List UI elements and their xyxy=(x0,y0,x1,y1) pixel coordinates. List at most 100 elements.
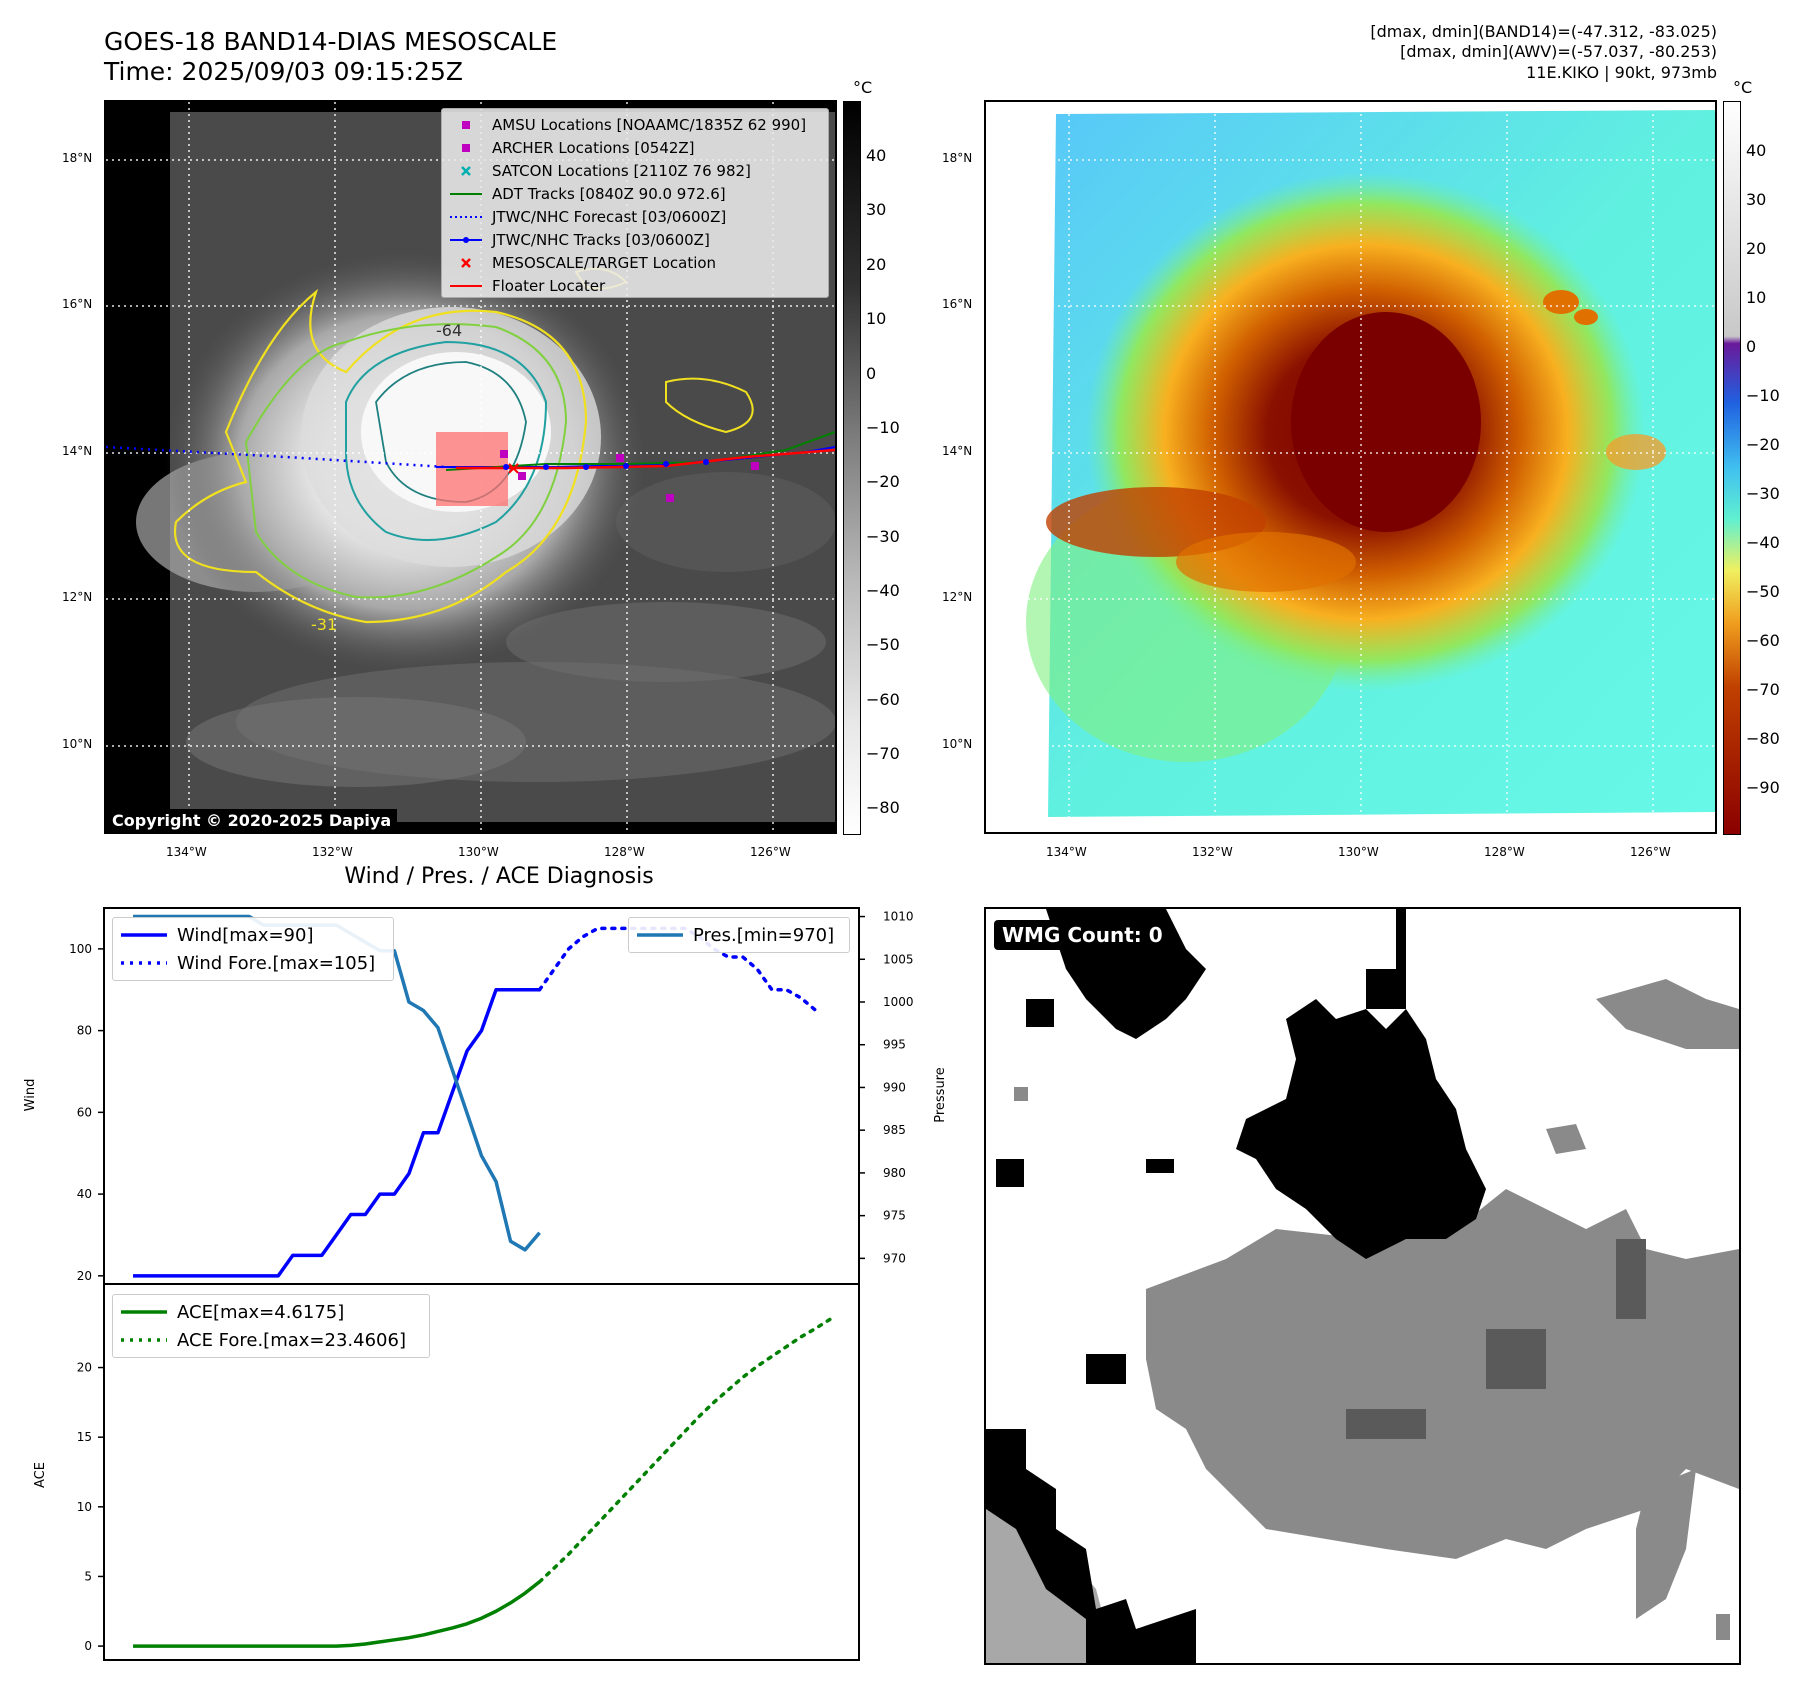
lat-label: 14°N xyxy=(942,444,973,458)
y-tick-label: 60 xyxy=(77,1105,92,1119)
square-marker-icon xyxy=(462,143,470,152)
y-right-tick-label: 975 xyxy=(883,1209,906,1223)
lat-label: 18°N xyxy=(62,151,93,165)
y-right-tick-label: 990 xyxy=(883,1080,906,1094)
storm-info: 11E.KIKO | 90kt, 973mb xyxy=(1526,63,1717,82)
color-ir-map[interactable] xyxy=(984,100,1717,834)
series-line xyxy=(133,1580,541,1648)
pressure-legend: Pres.[min=970] xyxy=(628,917,850,953)
wmg-grid-svg xyxy=(986,909,1739,1663)
legend-label: AMSU Locations [NOAAMC/1835Z 62 990] xyxy=(492,115,807,134)
y-right-tick-label: 995 xyxy=(883,1038,906,1052)
colorbar-tick: −10 xyxy=(1746,386,1780,405)
colorbar-tick: −50 xyxy=(866,635,900,654)
colorbar-tick: 10 xyxy=(1746,288,1767,307)
legend-label: ACE[max=4.6175] xyxy=(177,1301,345,1323)
contour-label-31: -31 xyxy=(311,615,337,634)
contour-label-64: -64 xyxy=(436,321,462,340)
colorbar-tick: −60 xyxy=(1746,631,1780,650)
range-band14: [dmax, dmin](BAND14)=(-47.312, -83.025) xyxy=(1370,22,1717,41)
legend-label: JTWC/NHC Tracks [03/0600Z] xyxy=(492,230,710,249)
range-awv: [dmax, dmin](AWV)=(-57.037, -80.253) xyxy=(1400,42,1717,61)
lon-label: 128°W xyxy=(1484,845,1525,859)
wmg-panel[interactable] xyxy=(984,907,1741,1665)
wind-legend: Wind[max=90] Wind Fore.[max=105] xyxy=(112,917,394,981)
wmg-gray-region xyxy=(1014,979,1739,1640)
legend-row: Wind Fore.[max=105] xyxy=(119,949,387,977)
ace-axis-label: ACE xyxy=(33,1462,48,1488)
legend-label: ACE Fore.[max=23.4606] xyxy=(177,1329,406,1351)
colorbar-tick: 20 xyxy=(1746,239,1767,258)
legend-label: Wind[max=90] xyxy=(177,924,314,946)
series-line xyxy=(133,987,540,1278)
legend-row: ARCHER Locations [0542Z] xyxy=(448,136,822,159)
lon-label: 126°W xyxy=(750,845,791,859)
dotted-line-icon xyxy=(121,961,167,965)
page-title: GOES-18 BAND14-DIAS MESOSCALE xyxy=(104,27,558,56)
legend-label: SATCON Locations [2110Z 76 982] xyxy=(492,161,751,180)
lon-label: 128°W xyxy=(604,845,645,859)
line-icon xyxy=(450,192,482,195)
legend-row: AMSU Locations [NOAAMC/1835Z 62 990] xyxy=(448,113,822,136)
legend-label: Wind Fore.[max=105] xyxy=(177,952,376,974)
lon-label: 130°W xyxy=(1338,845,1379,859)
colorbar-tick: −20 xyxy=(1746,435,1780,454)
ir-colorbar xyxy=(843,101,861,835)
axes-group: 2040608010097097598098599099510001005101… xyxy=(69,910,913,1654)
y-tick-label: 5 xyxy=(84,1569,92,1583)
colorbar-tick: −70 xyxy=(1746,680,1780,699)
line-icon xyxy=(450,284,482,287)
y-tick-label: 100 xyxy=(69,942,92,956)
y-tick-label: 20 xyxy=(77,1361,92,1375)
x-marker-icon xyxy=(461,165,471,176)
lon-label: 134°W xyxy=(1046,845,1087,859)
ace-legend: ACE[max=4.6175] ACE Fore.[max=23.4606] xyxy=(112,1294,430,1358)
y-right-tick-label: 980 xyxy=(883,1166,906,1180)
pressure-axis-label: Pressure xyxy=(933,1067,948,1123)
solid-line-icon xyxy=(637,933,683,937)
chart-title: Wind / Pres. / ACE Diagnosis xyxy=(344,864,654,889)
y-tick-label: 40 xyxy=(77,1187,92,1201)
lat-label: 14°N xyxy=(62,444,93,458)
legend-row: SATCON Locations [2110Z 76 982] xyxy=(448,159,822,182)
legend-row: ACE Fore.[max=23.4606] xyxy=(119,1326,423,1354)
colorbar-tick: −30 xyxy=(1746,484,1780,503)
colorbar-unit: °C xyxy=(1733,78,1753,97)
diagnosis-chart[interactable]: 2040608010097097598098599099510001005101… xyxy=(0,890,960,1670)
legend-label: ARCHER Locations [0542Z] xyxy=(492,138,695,157)
dotted-line-icon xyxy=(450,215,482,218)
colorbar-tick: 30 xyxy=(866,200,887,219)
legend-label: MESOSCALE/TARGET Location xyxy=(492,253,717,272)
solid-line-icon xyxy=(121,1310,167,1314)
square-marker-icon xyxy=(462,120,470,129)
y-right-tick-label: 1000 xyxy=(883,995,914,1009)
colorbar-tick: −50 xyxy=(1746,582,1780,601)
map-legend: AMSU Locations [NOAAMC/1835Z 62 990] ARC… xyxy=(441,108,829,298)
lat-label: 12°N xyxy=(62,590,93,604)
legend-label: Floater Locater xyxy=(492,276,606,295)
ace-series-group xyxy=(133,1317,832,1648)
colorbar-tick: −10 xyxy=(866,418,900,437)
colorbar-tick: 20 xyxy=(866,255,887,274)
y-right-tick-label: 985 xyxy=(883,1123,906,1137)
lat-label: 16°N xyxy=(62,297,93,311)
colorbar-tick: −70 xyxy=(866,744,900,763)
solid-line-icon xyxy=(121,933,167,937)
track-points xyxy=(503,459,709,470)
lon-label: 126°W xyxy=(1630,845,1671,859)
legend-row: ADT Tracks [0840Z 90.0 972.6] xyxy=(448,182,822,205)
colorbar-tick: −30 xyxy=(866,527,900,546)
colorbar-unit: °C xyxy=(853,78,873,97)
colorbar-tick: 10 xyxy=(866,309,887,328)
lon-label: 132°W xyxy=(1192,845,1233,859)
wind-axis-label: Wind xyxy=(23,1079,38,1112)
colorbar-tick: −90 xyxy=(1746,778,1780,797)
lon-label: 132°W xyxy=(312,845,353,859)
colorbar-tick: 0 xyxy=(866,364,877,383)
legend-row: Floater Locater xyxy=(448,274,822,297)
line-dot-icon xyxy=(450,236,482,243)
lat-label: 10°N xyxy=(62,737,93,751)
color-map-svg xyxy=(986,102,1715,832)
wmg-dark-gray-region xyxy=(1346,1239,1646,1439)
amsu-markers xyxy=(500,450,759,502)
